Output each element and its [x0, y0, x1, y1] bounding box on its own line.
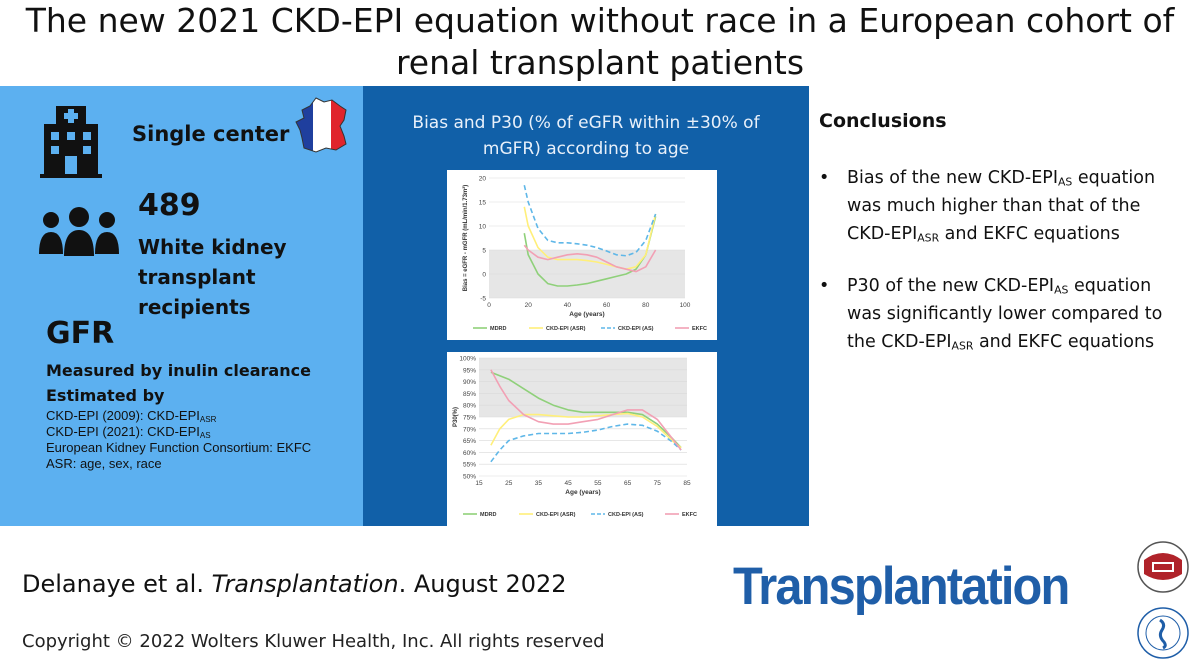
x-tick-label: 55 — [594, 480, 602, 487]
x-axis-title: Age (years) — [569, 311, 604, 318]
equation-item-2009: CKD-EPI (2009): CKD-EPIASR — [46, 408, 217, 424]
legend-label: MDRD — [490, 326, 507, 332]
journal-logo: Transplantation — [733, 557, 1070, 616]
legend-label: MDRD — [480, 512, 497, 518]
series-line-ckd-epi-as- — [490, 423, 682, 463]
x-tick-label: 0 — [487, 302, 491, 309]
x-tick-label: 15 — [475, 480, 483, 487]
abbreviation-note: ASR: age, sex, race — [46, 456, 162, 471]
bias-chart: -5 0 5 10 15 20 0 20 40 60 80 100 Age (years) Bias = … — [447, 170, 717, 340]
shaded-band — [479, 358, 687, 417]
patient-count: 489 — [138, 188, 201, 223]
hospital-icon — [40, 106, 102, 178]
series-line-ekfc — [490, 369, 682, 451]
patient-description-line-2: transplant recipients — [138, 265, 256, 319]
y-tick-label: 65% — [463, 438, 476, 445]
y-tick-label: 15 — [479, 200, 487, 207]
series-line-ekfc — [523, 244, 657, 273]
x-tick-label: 25 — [505, 480, 513, 487]
y-tick-label: 85% — [463, 391, 476, 398]
x-tick-label: 65 — [624, 480, 632, 487]
y-tick-label: 80% — [463, 403, 476, 410]
study-info-panel: Single center 489 White kidney transplan… — [0, 86, 363, 526]
y-tick-label: 5 — [482, 248, 486, 255]
legend-label: EKFC — [682, 512, 697, 518]
x-tick-label: 80 — [642, 302, 650, 309]
p30-chart-svg: 50% 55% 60% 65% 70% 75% 80% 85% 90% 95% 100% 15 25 35… — [453, 356, 697, 519]
charts-panel-title: Bias and P30 (% of eGFR within ±30% of m… — [412, 113, 760, 159]
equation-item-2021: CKD-EPI (2021): CKD-EPIAS — [46, 424, 211, 440]
transplantation-society-seal-icon — [1137, 607, 1189, 659]
y-tick-label: 55% — [463, 462, 476, 469]
slide-title: The new 2021 CKD-EPI equation without ra… — [0, 0, 1200, 84]
bullet-marker: • — [819, 276, 830, 296]
legend-label: CKD-EPI (AS) — [618, 326, 654, 332]
title-line-1: The new 2021 CKD-EPI equation without ra… — [25, 1, 1175, 40]
legend-label: CKD-EPI (AS) — [608, 512, 644, 518]
y-axis-title: Bias = eGFR - mGFR (mL/min/1.73m²) — [462, 185, 469, 292]
series-line-ckd-epi-as- — [523, 185, 657, 257]
y-tick-label: 20 — [479, 176, 487, 183]
x-tick-label: 20 — [525, 302, 533, 309]
single-center-label: Single center — [132, 122, 290, 146]
y-tick-label: 95% — [463, 367, 476, 374]
y-tick-label: 70% — [463, 426, 476, 433]
estimated-by-text: Estimated by — [46, 386, 165, 405]
y-tick-label: 90% — [463, 379, 476, 386]
x-tick-label: 40 — [564, 302, 572, 309]
conclusions-title: Conclusions — [819, 110, 947, 132]
x-axis-title: Age (years) — [565, 489, 600, 496]
p30-chart: 50% 55% 60% 65% 70% 75% 80% 85% 90% 95% 100% 15 25 35… — [447, 352, 717, 526]
x-tick-label: 100 — [680, 302, 691, 309]
france-map-icon — [295, 97, 347, 153]
society-seal-icon — [1137, 541, 1189, 593]
y-tick-label: 0 — [482, 272, 486, 279]
gfr-heading: GFR — [46, 316, 115, 351]
copyright-notice: Copyright © 2022 Wolters Kluwer Health, … — [22, 631, 605, 652]
y-tick-label: 60% — [463, 450, 476, 457]
bullet-marker: • — [819, 168, 830, 188]
patient-description-line-1: White kidney — [138, 235, 287, 259]
legend-label: CKD-EPI (ASR) — [546, 326, 586, 332]
x-tick-label: 35 — [535, 480, 543, 487]
x-tick-label: 60 — [603, 302, 611, 309]
charts-panel: Bias and P30 (% of eGFR within ±30% of m… — [363, 86, 809, 526]
series-line-mdrd — [490, 371, 682, 449]
y-axis-title: P30(%) — [453, 407, 459, 427]
x-tick-label: 85 — [683, 480, 691, 487]
y-tick-label: 100% — [459, 356, 476, 363]
equation-list: CKD-EPI (2009): CKD-EPIASR CKD-EPI (2021… — [46, 408, 311, 472]
y-tick-label: 75% — [463, 415, 476, 422]
equation-item-ekfc: European Kidney Function Consortium: EKF… — [46, 440, 312, 455]
series-line-ckd-epi-asr- — [490, 412, 682, 449]
series-line-ckd-epi-asr- — [523, 206, 657, 270]
people-icon — [39, 207, 119, 256]
citation: Delanaye et al. Transplantation. August … — [22, 570, 567, 598]
measured-by-text: Measured by inulin clearance — [46, 361, 311, 380]
x-tick-label: 45 — [565, 480, 573, 487]
legend-label: CKD-EPI (ASR) — [536, 512, 576, 518]
y-tick-label: 10 — [479, 224, 487, 231]
y-tick-label: 50% — [463, 474, 476, 481]
x-tick-label: 75 — [654, 480, 662, 487]
title-line-2: renal transplant patients — [395, 43, 805, 82]
legend-label: EKFC — [692, 326, 707, 332]
patient-description: White kidney transplant recipients — [138, 232, 363, 322]
y-tick-label: -5 — [480, 296, 486, 303]
